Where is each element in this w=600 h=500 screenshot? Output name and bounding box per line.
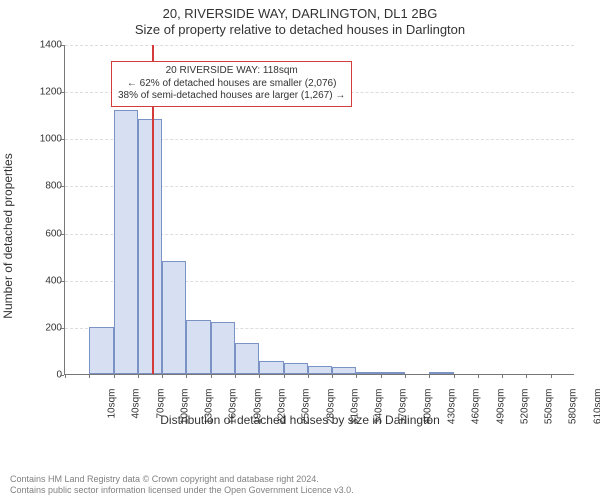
y-tick-label: 200 [34,322,62,333]
x-tick-mark [308,374,309,378]
x-tick-mark [526,374,527,378]
gridline [65,45,574,46]
x-tick-mark [454,374,455,378]
histogram-bar [429,372,453,374]
histogram-bar [138,119,162,374]
x-tick-mark [138,374,139,378]
y-tick-mark [60,139,64,140]
footer: Contains HM Land Registry data © Crown c… [10,474,354,496]
histogram-bar [381,372,405,374]
chart-outer: Number of detached properties 20 RIVERSI… [20,41,580,431]
plot-area: 20 RIVERSIDE WAY: 118sqm← 62% of detache… [64,45,574,375]
y-tick-mark [60,186,64,187]
histogram-bar [356,372,380,374]
y-tick-mark [60,92,64,93]
y-tick-mark [60,281,64,282]
x-tick-label: 610sqm [592,389,600,439]
annotation-line-2: ← 62% of detached houses are smaller (2,… [118,78,345,91]
annotation-line-3: 38% of semi-detached houses are larger (… [118,90,345,103]
x-tick-mark [381,374,382,378]
x-tick-mark [89,374,90,378]
footer-line-1: Contains HM Land Registry data © Crown c… [10,474,354,485]
histogram-bar [235,343,259,374]
y-tick-label: 600 [34,228,62,239]
y-tick-label: 0 [34,370,62,381]
histogram-bar [259,361,283,374]
x-tick-mark [405,374,406,378]
footer-line-2: Contains public sector information licen… [10,485,354,496]
annotation-line-1: 20 RIVERSIDE WAY: 118sqm [118,65,345,78]
x-tick-mark [186,374,187,378]
x-axis-label: Distribution of detached houses by size … [20,413,580,427]
y-tick-mark [60,328,64,329]
y-tick-mark [60,45,64,46]
y-tick-label: 1400 [34,40,62,51]
x-tick-mark [211,374,212,378]
x-tick-mark [502,374,503,378]
histogram-bar [114,110,138,374]
x-tick-mark [162,374,163,378]
x-tick-mark [284,374,285,378]
histogram-bar [284,363,308,374]
chart-container: 20, RIVERSIDE WAY, DARLINGTON, DL1 2BG S… [0,0,600,500]
annotation-box: 20 RIVERSIDE WAY: 118sqm← 62% of detache… [111,61,352,107]
x-tick-mark [332,374,333,378]
histogram-bar [211,322,235,374]
x-tick-mark [259,374,260,378]
x-tick-mark [429,374,430,378]
y-axis-label: Number of detached properties [1,153,15,318]
histogram-bar [162,261,186,374]
title-sub: Size of property relative to detached ho… [0,21,600,41]
y-tick-label: 800 [34,181,62,192]
x-tick-mark [235,374,236,378]
x-tick-mark [551,374,552,378]
title-main: 20, RIVERSIDE WAY, DARLINGTON, DL1 2BG [0,0,600,21]
x-tick-mark [114,374,115,378]
y-tick-label: 1200 [34,87,62,98]
histogram-bar [89,327,113,374]
x-tick-mark [65,374,66,378]
x-tick-mark [356,374,357,378]
histogram-bar [186,320,210,374]
y-tick-mark [60,375,64,376]
histogram-bar [332,367,356,374]
y-tick-label: 400 [34,275,62,286]
y-tick-label: 1000 [34,134,62,145]
histogram-bar [308,366,332,374]
y-tick-mark [60,234,64,235]
x-tick-mark [478,374,479,378]
